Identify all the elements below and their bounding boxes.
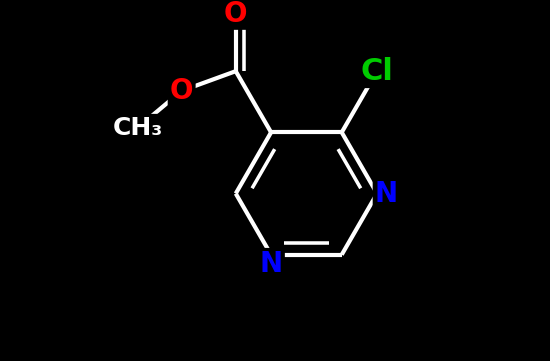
Text: O: O [224,0,248,27]
Text: Cl: Cl [361,57,393,86]
Text: N: N [375,179,398,208]
Text: CH₃: CH₃ [112,116,163,140]
Text: N: N [260,250,283,278]
Text: O: O [170,77,194,105]
